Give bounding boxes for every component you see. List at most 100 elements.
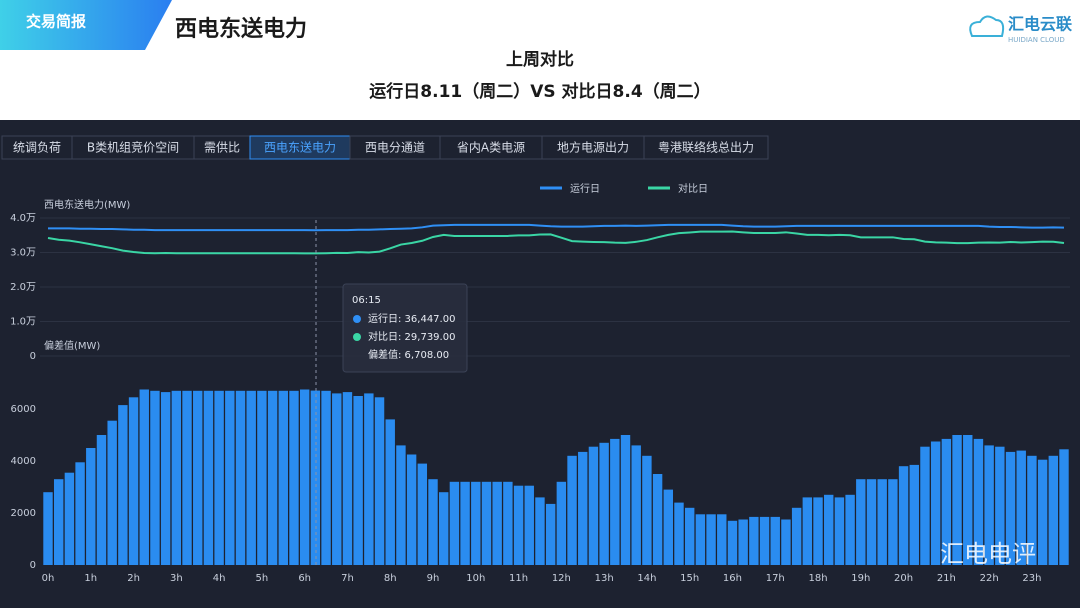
x-tick-label: 21h <box>937 573 956 584</box>
bar <box>503 481 513 565</box>
bar <box>1037 459 1048 565</box>
tab[interactable] <box>643 135 769 160</box>
bar <box>909 464 919 565</box>
tab-label[interactable]: B类机组竞价空间 <box>87 141 179 155</box>
bar <box>706 514 716 565</box>
bar <box>941 438 952 565</box>
bar <box>289 390 299 565</box>
bar <box>75 462 85 565</box>
x-tick-label: 8h <box>384 573 397 584</box>
x-tick-label: 14h <box>637 573 656 584</box>
bar <box>321 390 331 565</box>
logo-icon <box>969 15 1005 37</box>
x-tick-label: 1h <box>84 573 97 584</box>
bar <box>396 445 406 565</box>
bar <box>385 419 395 565</box>
bar <box>86 448 96 565</box>
bar <box>984 445 994 565</box>
bar <box>642 455 652 565</box>
x-tick-label: 18h <box>808 573 827 584</box>
bar <box>53 479 64 565</box>
bar <box>749 516 759 565</box>
tab-label[interactable]: 省内A类电源 <box>457 141 525 155</box>
y-axis-label: 偏差值(MW) <box>44 339 100 352</box>
bar <box>471 481 481 565</box>
bar <box>150 390 160 565</box>
tab-label[interactable]: 西电东送电力 <box>264 140 336 155</box>
bar <box>888 479 898 565</box>
tab-label[interactable]: 需供比 <box>204 141 240 155</box>
bar <box>791 507 802 565</box>
legend-label: 对比日 <box>678 182 708 195</box>
y-tick-label: 1.0万 <box>10 317 36 328</box>
x-tick-label: 10h <box>466 573 485 584</box>
bar <box>834 497 845 565</box>
x-tick-label: 23h <box>1022 573 1041 584</box>
x-tick-label: 12h <box>552 573 571 584</box>
y-tick-label: 4.0万 <box>10 213 36 224</box>
bar <box>620 435 631 565</box>
bar <box>856 479 866 565</box>
bar <box>193 390 203 565</box>
bar <box>235 390 246 565</box>
bar <box>417 463 428 565</box>
y-tick-label: 2000 <box>11 508 36 519</box>
bar <box>877 479 887 565</box>
bar <box>139 389 149 565</box>
bar <box>770 516 780 565</box>
x-tick-label: 7h <box>341 573 354 584</box>
tab-label[interactable]: 粤港联络线总出力 <box>658 140 754 155</box>
bar <box>438 492 449 565</box>
x-tick-label: 0h <box>42 573 55 584</box>
x-tick-label: 4h <box>213 573 226 584</box>
bar <box>631 445 641 565</box>
bar <box>299 389 310 565</box>
bar <box>182 390 192 565</box>
bar <box>963 435 973 565</box>
tooltip-row: 对比日: 29,739.00 <box>368 330 455 343</box>
bar <box>160 392 171 565</box>
tab-label[interactable]: 西电分通道 <box>365 141 425 155</box>
x-tick-label: 17h <box>766 573 785 584</box>
bar <box>663 489 674 565</box>
bar <box>449 481 460 565</box>
bar <box>995 446 1005 565</box>
bar <box>107 420 117 565</box>
bar <box>492 481 502 565</box>
x-tick-label: 16h <box>723 573 742 584</box>
tab-label[interactable]: 地方电源出力 <box>557 140 629 155</box>
subtitle: 运行日8.11（周二）VS 对比日8.4（周二） <box>369 81 710 102</box>
bar <box>652 474 663 565</box>
header-bg <box>0 0 1080 120</box>
bar <box>1059 449 1069 565</box>
bar <box>1048 455 1059 565</box>
bar <box>545 503 556 565</box>
tooltip-dot <box>353 315 361 323</box>
bar <box>96 435 107 565</box>
bar <box>364 393 374 565</box>
bar <box>695 514 706 565</box>
y-tick-label: 0 <box>30 560 36 571</box>
bar <box>588 446 599 565</box>
tooltip-dot <box>353 333 361 341</box>
legend-label: 运行日 <box>570 182 600 195</box>
bar <box>556 481 567 565</box>
bar <box>428 479 438 565</box>
bar <box>332 393 342 565</box>
x-tick-label: 9h <box>427 573 440 584</box>
bar <box>267 390 278 565</box>
bar <box>952 435 962 565</box>
bar <box>930 441 941 565</box>
bar <box>727 520 738 565</box>
bar <box>845 494 855 565</box>
x-tick-label: 20h <box>894 573 913 584</box>
x-tick-label: 19h <box>851 573 870 584</box>
y-tick-label: 4000 <box>11 456 36 467</box>
x-tick-label: 2h <box>127 573 140 584</box>
tab-label[interactable]: 统调负荷 <box>13 141 61 155</box>
bar <box>310 390 321 565</box>
bar <box>802 497 813 565</box>
bar <box>973 438 984 565</box>
bar <box>578 451 588 565</box>
